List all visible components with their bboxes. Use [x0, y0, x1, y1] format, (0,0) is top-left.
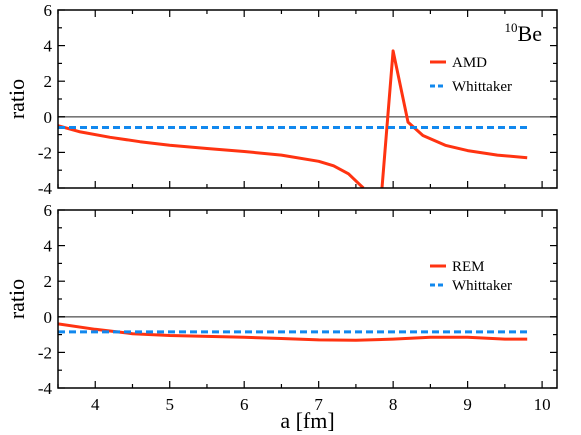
- series-group: [58, 322, 528, 342]
- nucleus-symbol: Be: [518, 21, 542, 46]
- plot-frame: [57, 209, 558, 389]
- legend-label: Whittaker: [452, 278, 512, 294]
- chart-panel-top: -4 -2 0 2 4 6 ratio 10Be AMD Whittaker: [4, 1, 558, 198]
- x-tick-label: 7: [314, 395, 323, 414]
- nucleus-mass-number: 10: [505, 20, 518, 35]
- x-tick-label: 5: [165, 395, 174, 414]
- y-tick-label: 2: [44, 72, 53, 91]
- y-tick-label: 2: [44, 272, 53, 291]
- legend-label: AMD: [452, 55, 487, 71]
- y-tick-label: 0: [44, 308, 53, 327]
- y-tick-label: -4: [38, 179, 53, 198]
- y-tick-label: 4: [44, 237, 53, 256]
- series-line-amd-1: [380, 49, 528, 188]
- x-tick-label: 10: [534, 395, 551, 414]
- y-axis-label: ratio: [4, 279, 29, 319]
- series-group: [58, 49, 528, 188]
- nucleus-annotation: 10Be: [505, 20, 542, 46]
- series-line-rem-0: [58, 322, 528, 342]
- y-axis-label: ratio: [4, 79, 29, 119]
- x-tick-label: 8: [389, 395, 398, 414]
- x-tick-label: 4: [91, 395, 100, 414]
- y-tick-label: -4: [38, 379, 53, 398]
- y-tick-label: 0: [44, 108, 53, 127]
- y-tick-label: 4: [44, 37, 53, 56]
- plot-frame: [57, 9, 558, 189]
- x-axis-label: a [fm]: [280, 408, 334, 433]
- series-line-amd-0: [58, 124, 365, 188]
- x-tick-label: 6: [240, 395, 249, 414]
- x-tick-label: 9: [463, 395, 472, 414]
- legend-label: REM: [452, 259, 485, 275]
- y-tick-label: 6: [44, 1, 53, 20]
- y-tick-label: -2: [38, 143, 52, 162]
- chart-panel-bottom: -4 -2 0 2 4 6 4 5 6 7 8 9 10 ratio a [fm] REM Whittaker: [4, 201, 558, 433]
- y-tick-label: 6: [44, 201, 53, 220]
- legend-label: Whittaker: [452, 79, 512, 95]
- y-tick-label: -2: [38, 343, 52, 362]
